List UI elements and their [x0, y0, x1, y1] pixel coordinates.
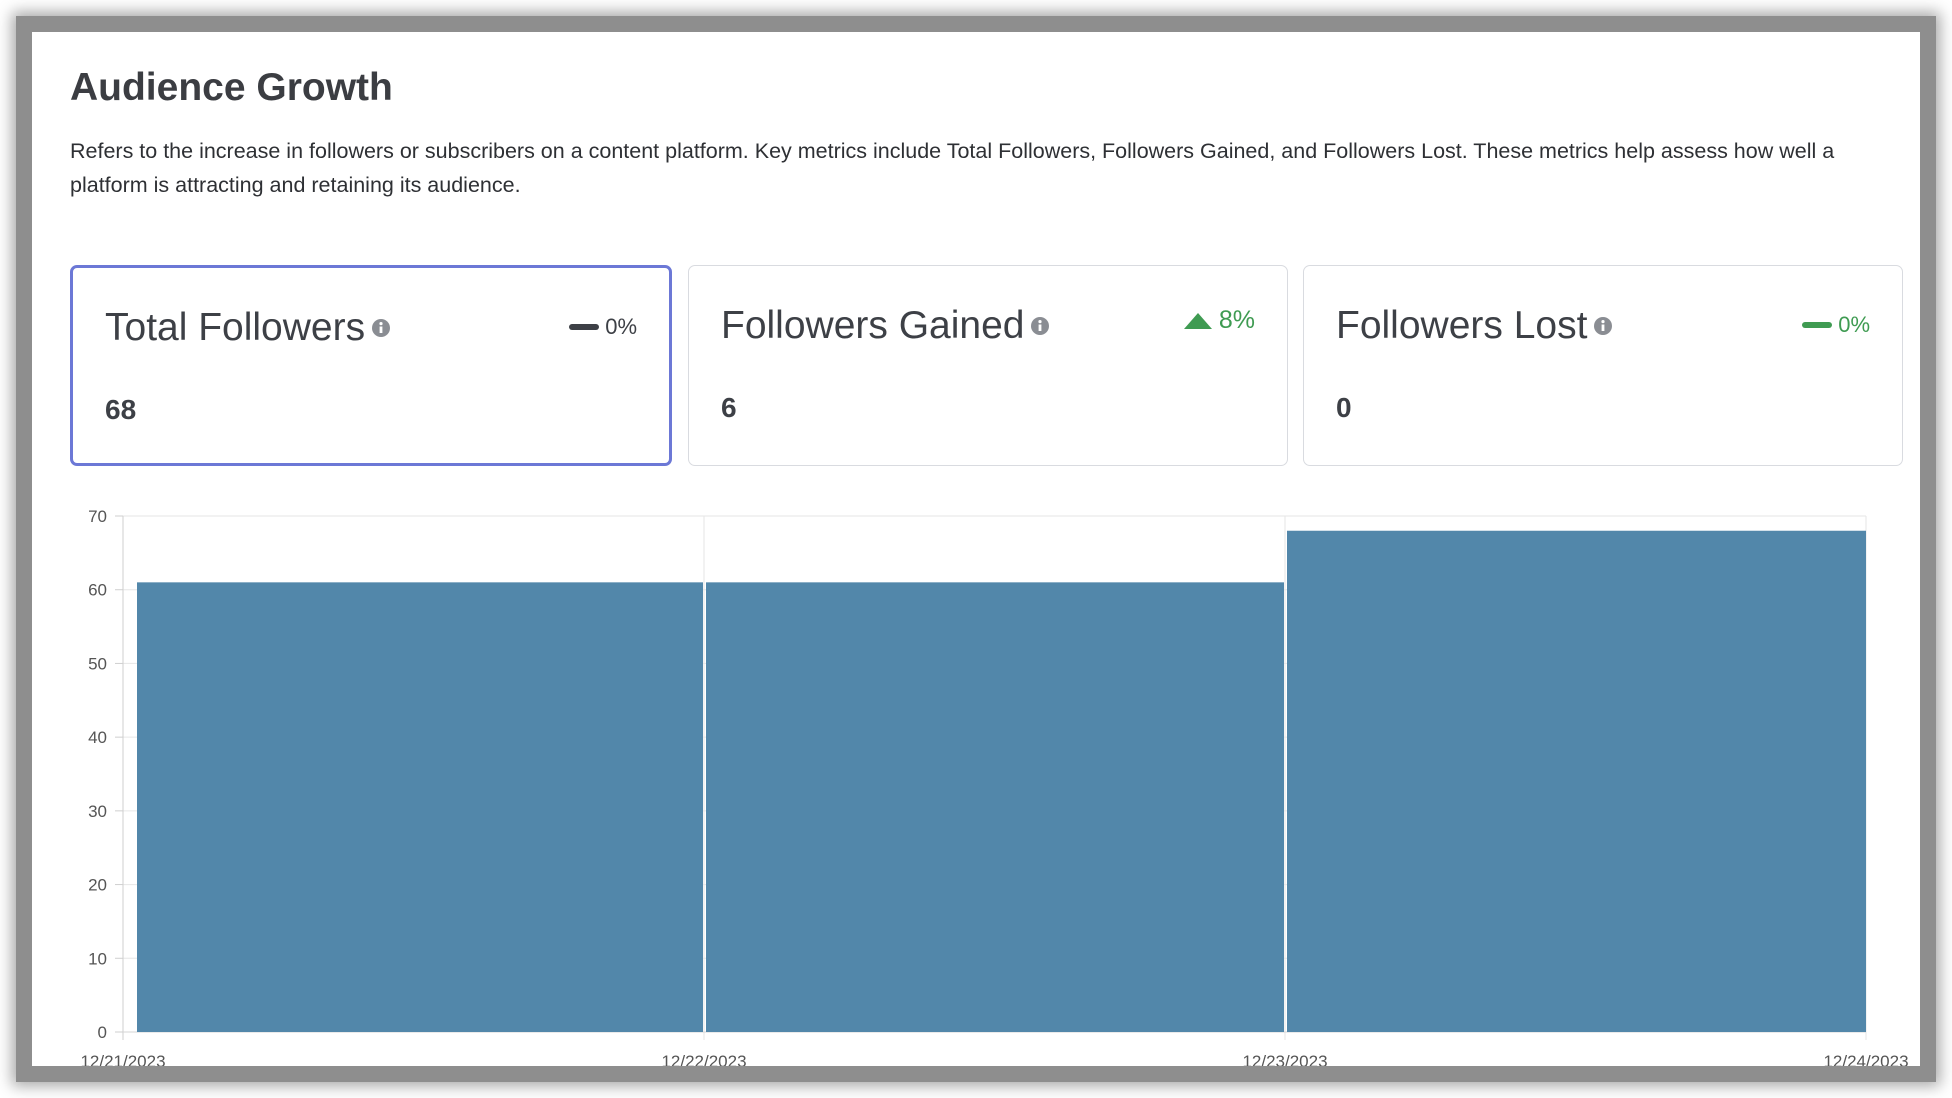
page-description: Refers to the increase in followers or s…	[70, 139, 1835, 197]
card-total-followers[interactable]: Total Followers 0% 68	[70, 265, 672, 466]
card-followers-gained[interactable]: Followers Gained 8% 6	[688, 265, 1288, 466]
y-tick-label: 70	[88, 507, 107, 526]
card-label: Followers Lost	[1336, 304, 1588, 347]
window-frame: Audience Growth Refers to the increase i…	[16, 16, 1936, 1082]
card-label: Total Followers	[105, 306, 366, 349]
triangle-up-icon	[1183, 312, 1212, 329]
change-value: 0%	[605, 314, 637, 339]
y-tick-label: 0	[98, 1023, 107, 1042]
y-tick-label: 60	[88, 581, 107, 600]
info-icon[interactable]	[1593, 316, 1613, 336]
change-indicator: 8%	[1183, 306, 1255, 335]
y-tick-label: 10	[88, 949, 107, 968]
x-tick-label: 12/21/2023	[80, 1052, 165, 1066]
card-followers-lost[interactable]: Followers Lost 0% 0	[1303, 265, 1903, 466]
followers-bar-chart: 0 10 20 30 40 50 60 70 12/21/2023 12/22/2023 12/23…	[80, 507, 1908, 1066]
y-tick-label: 40	[88, 728, 107, 747]
card-label: Followers Gained	[721, 304, 1025, 347]
change-indicator: 0%	[1802, 312, 1870, 338]
x-tick-label: 12/24/2023	[1823, 1052, 1908, 1066]
change-value: 8%	[1218, 306, 1255, 334]
bar	[137, 582, 703, 1032]
info-icon[interactable]	[1030, 316, 1050, 336]
dash-icon	[569, 324, 600, 330]
y-tick-label: 50	[88, 654, 107, 673]
bar	[1287, 530, 1866, 1032]
change-indicator: 0%	[569, 314, 637, 340]
y-tick-label: 30	[88, 802, 107, 821]
x-tick-label: 12/23/2023	[1242, 1052, 1327, 1066]
change-value: 0%	[1838, 312, 1870, 337]
y-tick-label: 20	[88, 876, 107, 895]
bar	[706, 582, 1284, 1032]
card-value: 6	[721, 392, 737, 423]
page-title: Audience Growth	[70, 66, 393, 109]
card-value: 0	[1336, 392, 1352, 423]
info-icon[interactable]	[371, 318, 391, 338]
audience-growth-panel: Audience Growth Refers to the increase i…	[32, 32, 1920, 1066]
x-tick-label: 12/22/2023	[661, 1052, 746, 1066]
dash-icon	[1802, 322, 1833, 328]
card-value: 68	[105, 394, 137, 425]
